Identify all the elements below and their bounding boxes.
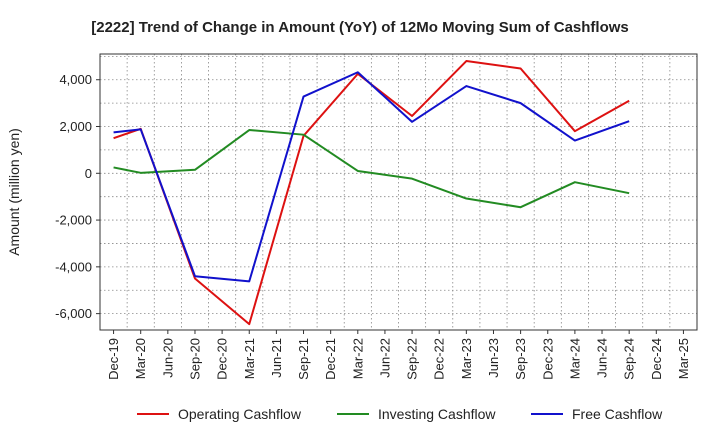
y-tick-label: -2,000 [55,213,92,228]
x-tick-label: Jun-20 [160,338,175,378]
legend-label-investing-cashflow: Investing Cashflow [378,406,496,422]
grid-layer [100,54,697,330]
series-line-investing-cashflow [113,129,630,209]
x-tick-label: Sep-20 [187,338,202,380]
y-tick-label: 4,000 [59,72,92,87]
y-tick-label: 2,000 [59,119,92,134]
x-tick-label: Mar-24 [567,338,582,379]
y-tick-label: -4,000 [55,259,92,274]
legend-label-free-cashflow: Free Cashflow [572,406,663,422]
x-tick-label: Mar-25 [676,338,691,379]
x-tick-label: Sep-21 [296,338,311,380]
x-tick-label: Jun-22 [377,338,392,378]
y-tick-label: -6,000 [55,306,92,321]
x-tick-label: Sep-23 [513,338,528,380]
x-tick-label: Dec-21 [323,338,338,380]
x-tick-label: Dec-23 [540,338,555,380]
legend: Operating Cashflow Investing Cashflow Free… [137,406,663,422]
x-tick-label: Mar-22 [350,338,365,379]
x-tick-label: Dec-20 [215,338,230,380]
x-tick-label: Dec-24 [649,338,664,380]
x-tick-label: Sep-24 [622,338,637,380]
x-tick-label: Mar-23 [459,338,474,379]
series-line-free-cashflow [113,71,630,283]
x-tick-label: Dec-19 [106,338,121,380]
series-layer [113,60,630,326]
legend-label-operating-cashflow: Operating Cashflow [178,406,302,422]
chart-title: [2222] Trend of Change in Amount (YoY) o… [91,19,629,36]
y-tick-label: 0 [85,166,92,181]
x-tick-label: Mar-20 [133,338,148,379]
axis-layer: 4,000 2,000 0 -2,000 -4,000 -6,000 Dec-19 Mar-2… [55,72,691,380]
x-tick-label: Sep-22 [405,338,420,380]
x-tick-label: Jun-21 [269,338,284,378]
y-axis-label: Amount (million yen) [6,128,22,256]
x-tick-label: Mar-21 [242,338,257,379]
plot-area-frame [99,53,698,331]
x-tick-label: Jun-24 [595,338,610,378]
x-tick-label: Dec-22 [432,338,447,380]
x-tick-label: Jun-23 [486,338,501,378]
